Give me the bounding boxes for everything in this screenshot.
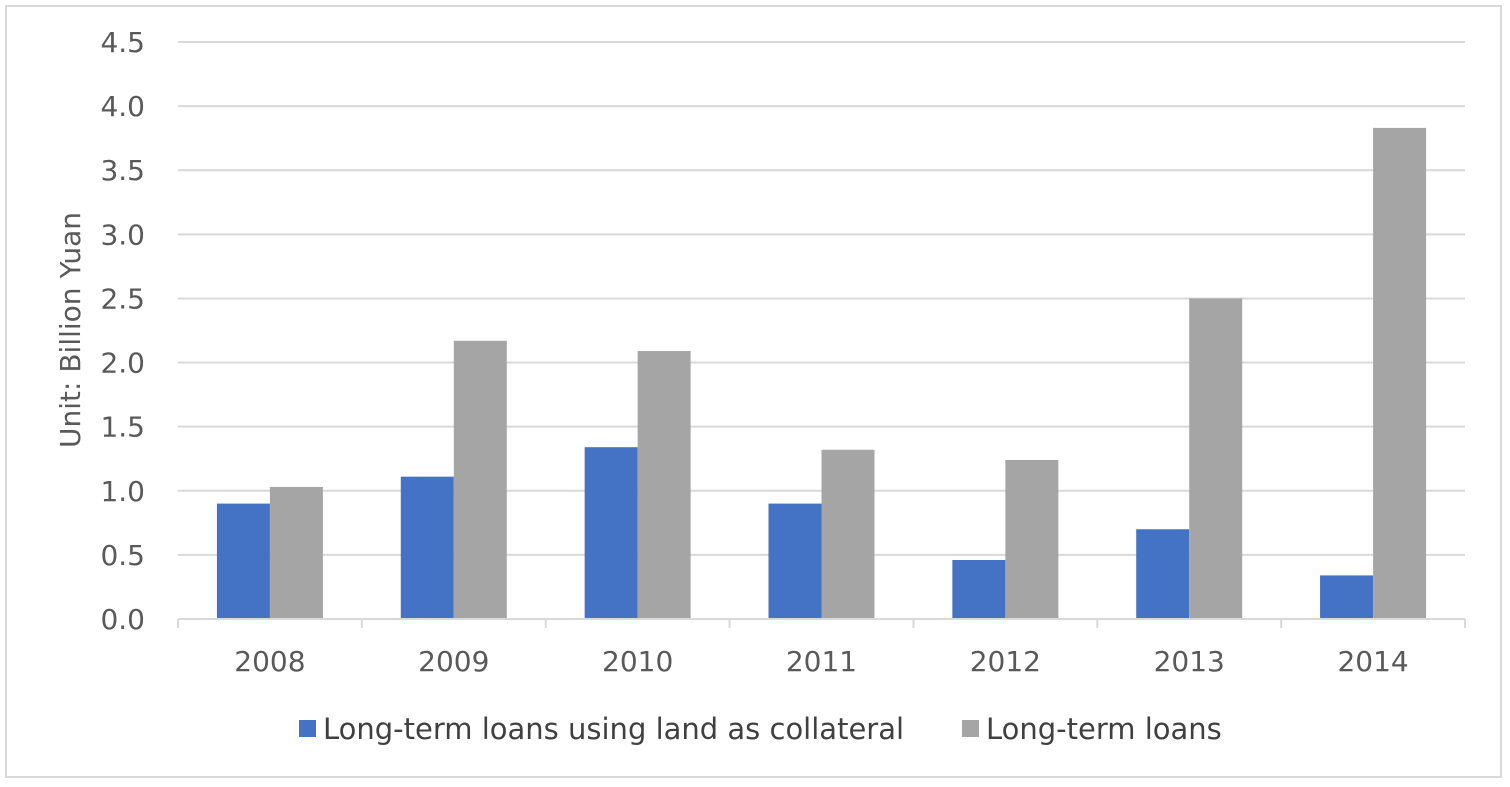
y-tick-label: 3.5 <box>100 154 145 187</box>
bar-land-collateral-2011 <box>768 503 822 619</box>
y-tick-label: 0.0 <box>100 603 145 636</box>
bar-land-collateral-2014 <box>1320 575 1374 619</box>
x-tick-label: 2011 <box>786 645 857 678</box>
y-tick-label: 2.0 <box>100 347 145 380</box>
y-tick-label: 0.5 <box>100 539 145 572</box>
bar-long-term-2014 <box>1373 127 1427 620</box>
bar-long-term-2009 <box>453 340 507 619</box>
bar-land-collateral-2008 <box>216 503 270 619</box>
x-tick-label: 2008 <box>234 645 305 678</box>
bar-long-term-2010 <box>637 351 691 619</box>
legend-swatch <box>299 720 316 737</box>
bar-land-collateral-2009 <box>400 476 454 619</box>
bar-long-term-2008 <box>269 486 323 619</box>
y-tick-label: 4.0 <box>100 90 145 123</box>
legend: Long-term loans using land as collateral… <box>299 712 1222 746</box>
bars <box>216 127 1427 620</box>
legend-label: Long-term loans <box>986 712 1222 746</box>
y-tick-label: 4.5 <box>100 26 145 59</box>
bar-land-collateral-2013 <box>1136 529 1190 619</box>
bar-long-term-2013 <box>1189 298 1243 619</box>
bar-long-term-2011 <box>821 449 875 619</box>
x-axis <box>177 618 1466 628</box>
y-tick-label: 2.5 <box>100 282 145 315</box>
y-axis-ticks: 0.0 0.5 1.0 1.5 2.0 2.5 3.0 3.5 4.0 4.5 <box>100 26 145 636</box>
legend-label: Long-term loans using land as collateral <box>323 712 904 746</box>
gridlines <box>178 41 1465 556</box>
x-axis-ticks: 2008 2009 2010 2011 2012 2013 2014 <box>234 645 1408 678</box>
bar-land-collateral-2010 <box>584 447 638 619</box>
x-tick-label: 2009 <box>418 645 489 678</box>
bar-long-term-2012 <box>1005 460 1059 619</box>
x-tick-label: 2013 <box>1154 645 1225 678</box>
bar-land-collateral-2012 <box>952 560 1006 619</box>
chart-frame <box>5 5 1502 778</box>
x-tick-label: 2014 <box>1337 645 1408 678</box>
y-tick-label: 1.5 <box>100 411 145 444</box>
y-axis-title: Unit: Billion Yuan <box>54 212 87 448</box>
y-tick-label: 3.0 <box>100 218 145 251</box>
y-tick-label: 1.0 <box>100 475 145 508</box>
x-tick-label: 2010 <box>602 645 673 678</box>
legend-swatch <box>962 720 979 737</box>
x-tick-label: 2012 <box>970 645 1041 678</box>
